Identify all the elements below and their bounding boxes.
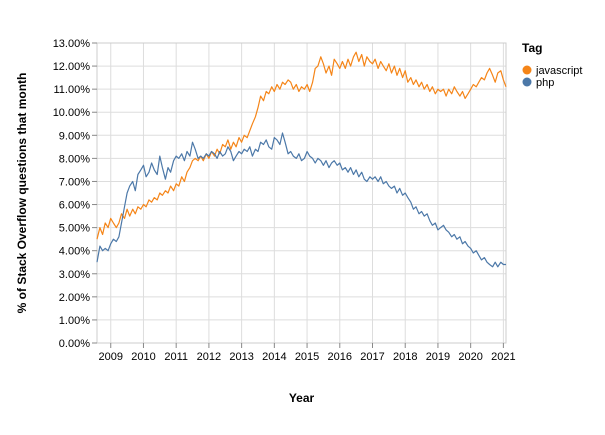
y-tick-label: 11.00% (54, 84, 91, 96)
y-tick-label: 6.00% (59, 200, 90, 212)
x-tick-label: 2014 (262, 351, 286, 363)
x-tick-label: 2009 (99, 351, 123, 363)
legend-swatch-php (522, 77, 532, 87)
y-tick-label: 4.00% (59, 246, 90, 258)
y-tick-label: 13.00% (53, 38, 91, 50)
y-tick-label: 2.00% (59, 292, 90, 304)
plot-area (96, 42, 507, 344)
x-tick-label: 2010 (131, 351, 155, 363)
x-tick-label: 2019 (426, 351, 450, 363)
x-axis-title: Year (289, 391, 315, 405)
legend-label-javascript: javascript (535, 65, 582, 77)
y-tick-label: 8.00% (59, 153, 90, 165)
x-tick-label: 2021 (491, 351, 515, 363)
x-tick-label: 2016 (328, 351, 352, 363)
y-tick-label: 12.00% (53, 61, 91, 73)
x-tick-label: 2015 (295, 351, 319, 363)
series-layer (96, 51, 507, 268)
y-axis: 0.00% 1.00% 2.00% 3.00% 4.00% 5.00% 6.00% 7.00%… (53, 38, 97, 350)
x-tick-label: 2011 (164, 351, 188, 363)
x-axis: 2009 2010 2011 2012 2013 2014 2015 2016 2017 2018… (99, 343, 516, 363)
legend-swatch-javascript (522, 65, 532, 75)
x-tick-label: 2018 (393, 351, 417, 363)
legend-title: Tag (522, 41, 542, 55)
legend-label-php: php (536, 77, 554, 89)
x-tick-label: 2013 (229, 351, 253, 363)
x-tick-label: 2012 (197, 351, 221, 363)
series-line-php (96, 132, 506, 268)
x-tick-label: 2020 (458, 351, 482, 363)
y-tick-label: 3.00% (59, 269, 90, 281)
series-line-javascript (96, 51, 507, 240)
y-tick-label: 0.00% (59, 338, 90, 350)
x-tick-label: 2017 (360, 351, 384, 363)
y-axis-title: % of Stack Overflow questions that month (15, 73, 29, 314)
y-tick-label: 9.00% (59, 130, 90, 142)
y-tick-label: 7.00% (59, 176, 90, 188)
y-tick-label: 10.00% (53, 107, 91, 119)
y-tick-label: 1.00% (59, 315, 90, 327)
y-tick-label: 5.00% (59, 223, 90, 235)
